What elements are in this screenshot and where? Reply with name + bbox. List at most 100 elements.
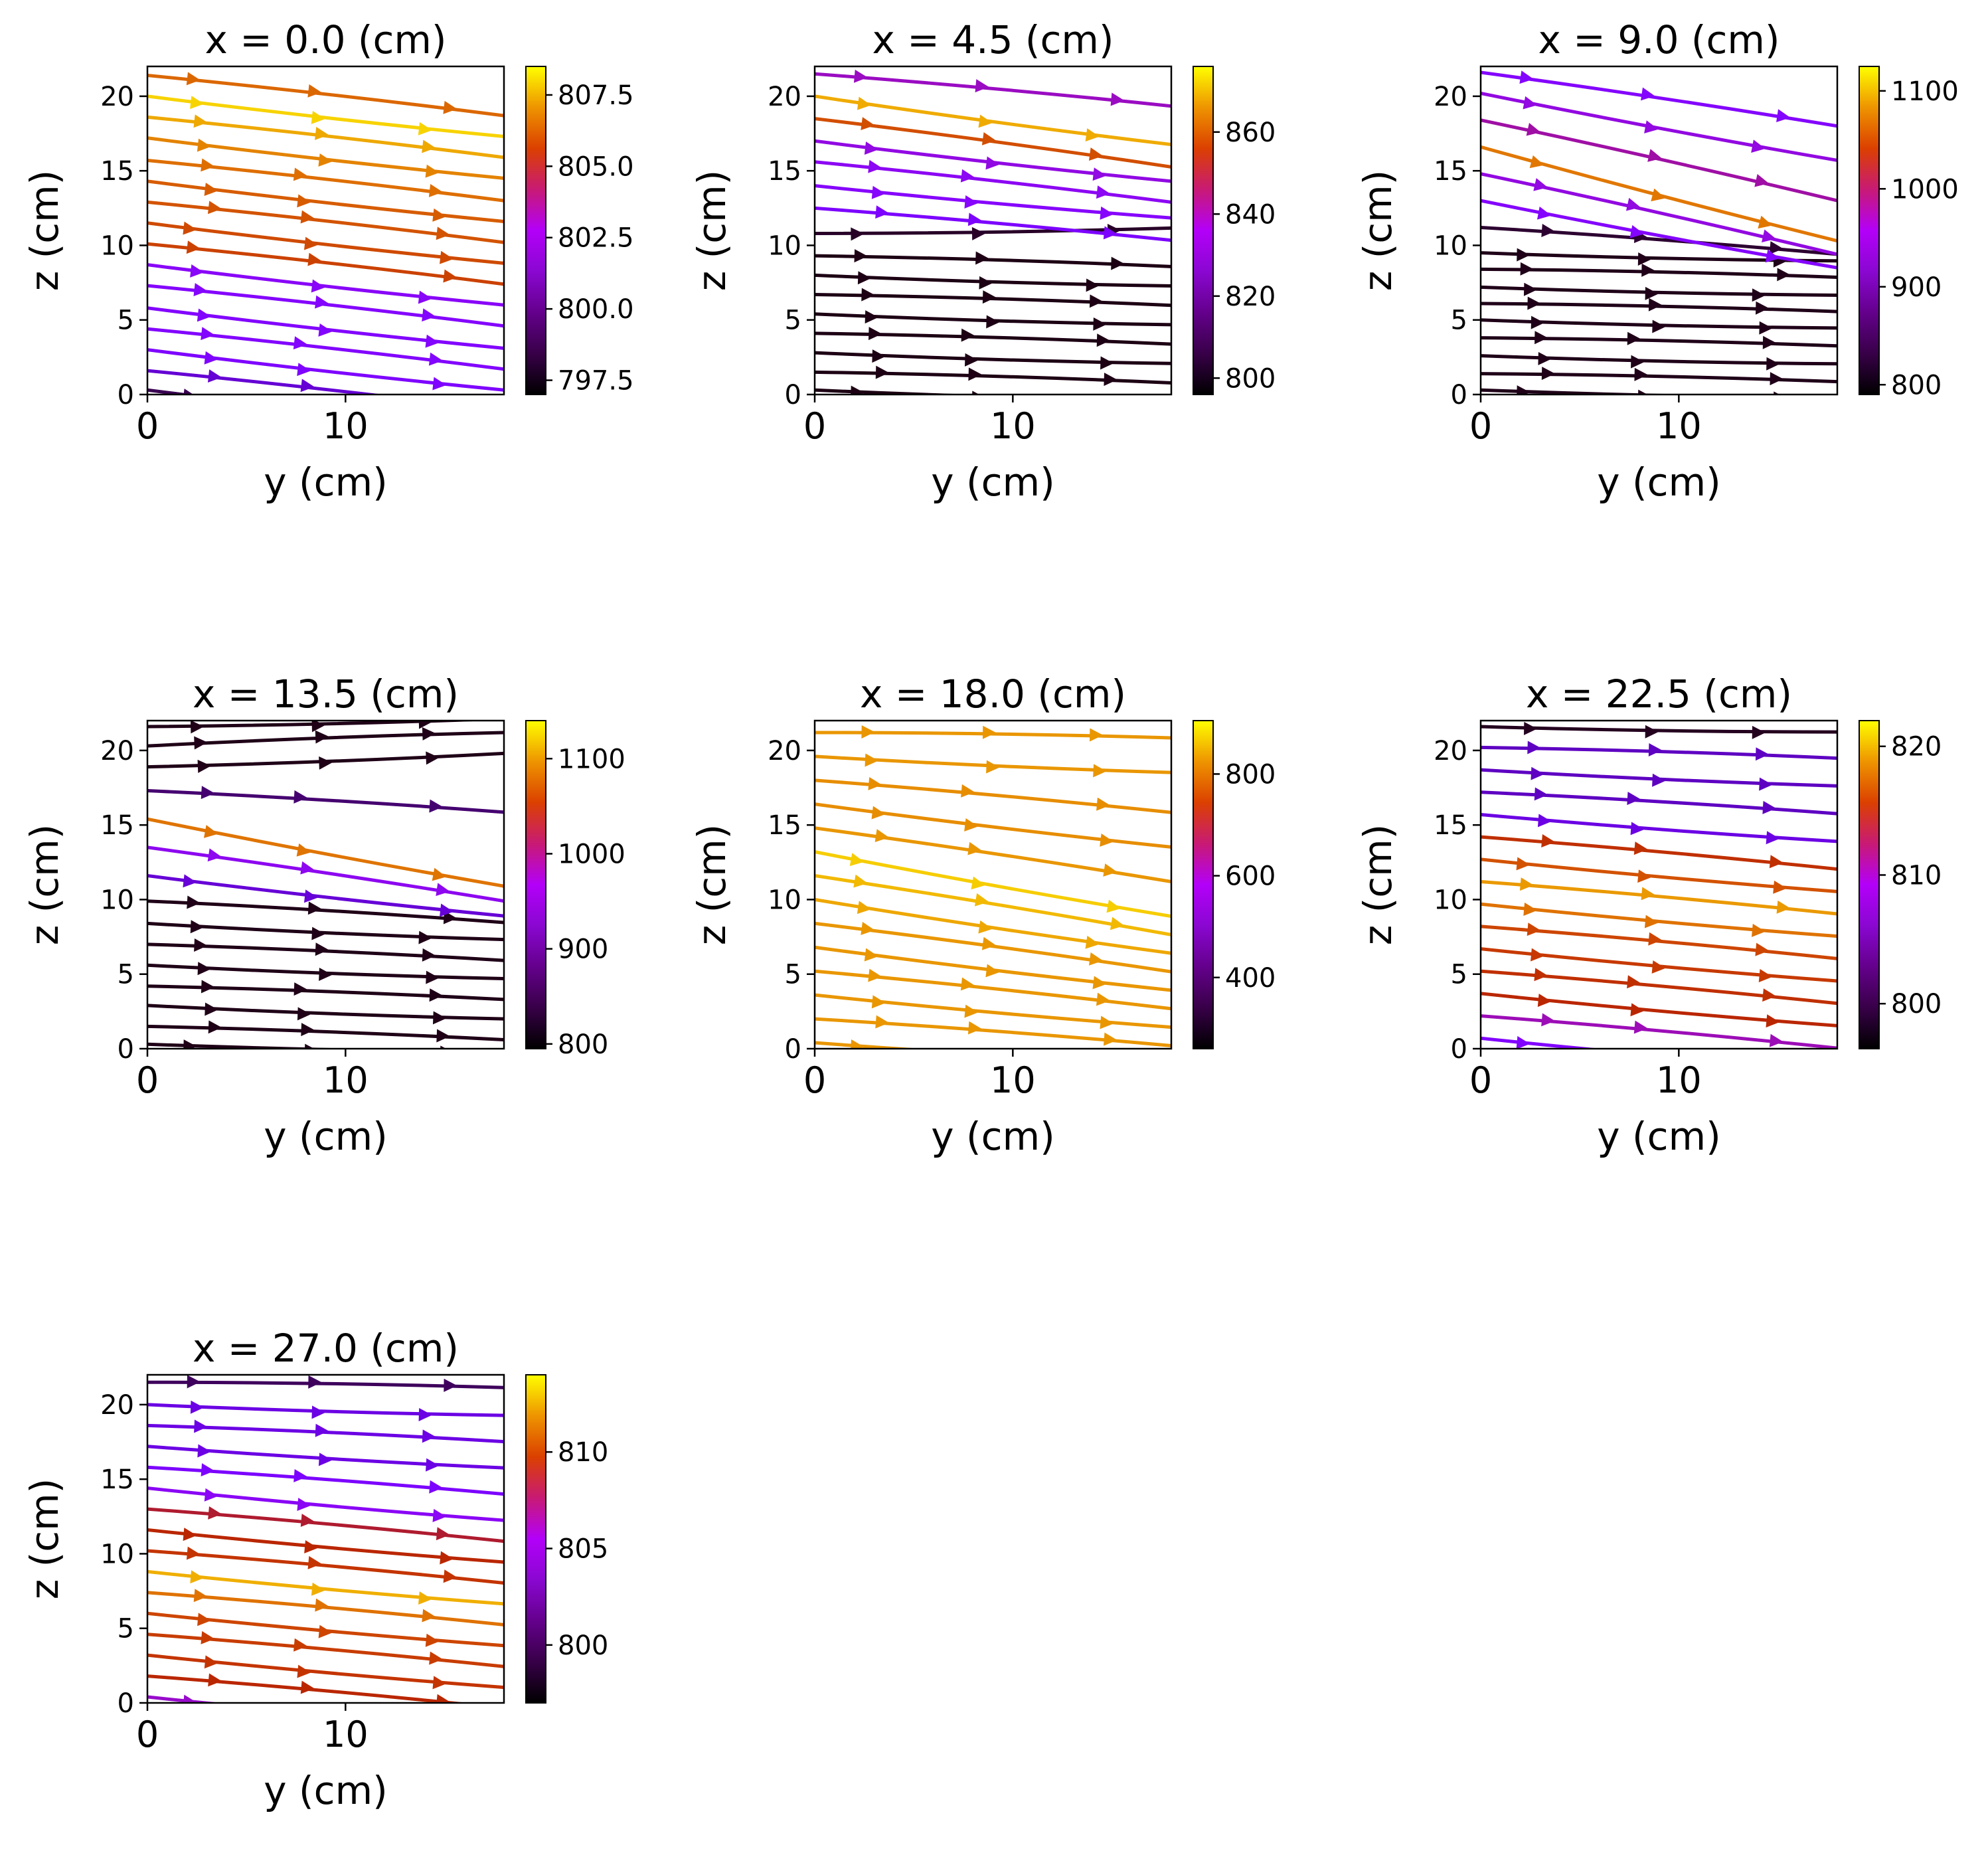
streamline [815, 802, 1171, 849]
streamline-arrow [981, 132, 997, 145]
streamline-arrow [982, 725, 997, 739]
streamline-arrow [193, 283, 208, 296]
streamline-arrow [1085, 128, 1100, 141]
streamline-arrow [194, 736, 208, 750]
streamline-arrow [436, 395, 450, 408]
streamline [815, 184, 1171, 220]
streamline-arrow [1517, 385, 1531, 395]
streamline-arrow [1645, 286, 1659, 300]
streamline-arrow [186, 240, 201, 254]
streamline-arrow [1762, 229, 1776, 242]
streamline [147, 1528, 504, 1564]
streamline [147, 845, 504, 903]
streamline [815, 993, 1171, 1029]
streamline [147, 1024, 504, 1042]
streamline-arrow [1651, 188, 1666, 202]
streamline-arrow [1652, 773, 1666, 787]
colorbar-tick-label: 800 [1891, 370, 1942, 400]
streamline [147, 1004, 504, 1021]
streamlines-group [147, 721, 504, 1049]
streamline-arrow [974, 893, 989, 907]
streamline-arrow [201, 158, 215, 172]
z-tick-label: 15 [768, 156, 801, 187]
streamline-arrow [1092, 976, 1107, 990]
streamline-arrow [1759, 777, 1773, 791]
streamline-arrow [1538, 351, 1552, 365]
streamline-arrow [1531, 948, 1544, 962]
streamline-arrow [853, 874, 868, 888]
z-tick-label: 15 [100, 810, 134, 841]
streamline-arrow [1541, 224, 1556, 237]
streamline [815, 826, 1171, 884]
streamline-arrow [868, 776, 882, 790]
streamline-arrow [422, 727, 436, 741]
axes-frame [146, 719, 505, 1050]
streamline-arrow [436, 1527, 450, 1541]
streamline-arrow [1627, 331, 1641, 345]
subplot-panel-3: x = 9.0 (cm) 0 10 0 5 10 15 20 y (cm) z (cm) 800 90… [1355, 17, 1959, 505]
z-tick-label: 0 [118, 1688, 134, 1719]
streamline-arrow [1752, 725, 1766, 739]
streamline-arrow [865, 753, 878, 767]
streamline-arrow [1647, 149, 1662, 162]
z-tick-label: 15 [1434, 810, 1467, 841]
x-tick-label: 0 [1469, 1059, 1492, 1101]
streamline [815, 969, 1171, 1011]
streamline-arrow [1751, 139, 1766, 153]
streamline [1481, 1014, 1837, 1049]
colorbar-tick-label: 805.0 [558, 151, 634, 182]
streamline [815, 1017, 1171, 1048]
streamline [147, 369, 384, 395]
streamline-arrow [197, 1444, 211, 1458]
streamline-arrow [194, 1419, 208, 1433]
streamline-arrow [1107, 1055, 1121, 1069]
subplot-panel-5: x = 18.0 (cm) 0 10 0 5 10 15 20 y (cm) z (cm) 400 6… [689, 671, 1276, 1159]
streamline-arrow [197, 308, 211, 322]
streamline-arrow [1633, 841, 1648, 855]
streamline-arrow [429, 1480, 443, 1494]
streamline-arrow [851, 385, 865, 395]
x-tick-label: 0 [136, 405, 159, 447]
streamline-arrow [851, 1039, 865, 1049]
streamline-arrow [1519, 70, 1534, 84]
streamline-arrow [315, 295, 329, 309]
streamline-arrow [197, 759, 211, 773]
streamline-arrow [440, 1718, 454, 1731]
z-tick-label: 10 [100, 1539, 134, 1569]
z-axis-label: z (cm) [689, 170, 734, 292]
streamline [147, 158, 504, 203]
streamline-arrow [1096, 185, 1110, 199]
streamline-arrow [1531, 315, 1544, 329]
streamline-arrow [964, 353, 979, 367]
streamline [815, 370, 1171, 385]
streamline [815, 160, 1171, 204]
streamline-arrow [183, 1528, 197, 1542]
streamline [815, 850, 1171, 919]
streamline [1481, 992, 1837, 1027]
streamline-arrow [972, 1048, 973, 1049]
streamline-arrow [967, 841, 982, 855]
streamline-arrow [293, 1638, 307, 1652]
streamline-arrow [319, 756, 333, 770]
streamline-arrow [1100, 1015, 1114, 1029]
streamline-arrow [429, 1651, 443, 1665]
streamline-arrow [982, 290, 997, 304]
streamline-arrow [875, 365, 890, 379]
z-tick-label: 0 [118, 380, 134, 410]
streamline-arrow [183, 1694, 197, 1703]
streamline-arrow [425, 1633, 440, 1647]
z-tick-label: 15 [768, 810, 801, 841]
x-tick-label: 0 [136, 1714, 159, 1755]
streamline-arrow [187, 895, 201, 909]
streamline [815, 778, 1171, 814]
streamline-arrow [1104, 373, 1118, 387]
streamline-arrow [311, 721, 325, 733]
streamline-arrow [190, 264, 205, 278]
streamline-arrow [207, 369, 222, 383]
x-axis-label: y (cm) [264, 460, 387, 505]
subplot-panel-6: x = 22.5 (cm) 0 10 0 5 10 15 20 y (cm) z (cm) 800 8… [1355, 671, 1942, 1159]
streamline-arrow [864, 948, 878, 962]
streamline-arrow [311, 110, 325, 124]
streamline-arrow [203, 825, 218, 838]
streamline-arrow [1755, 942, 1770, 956]
